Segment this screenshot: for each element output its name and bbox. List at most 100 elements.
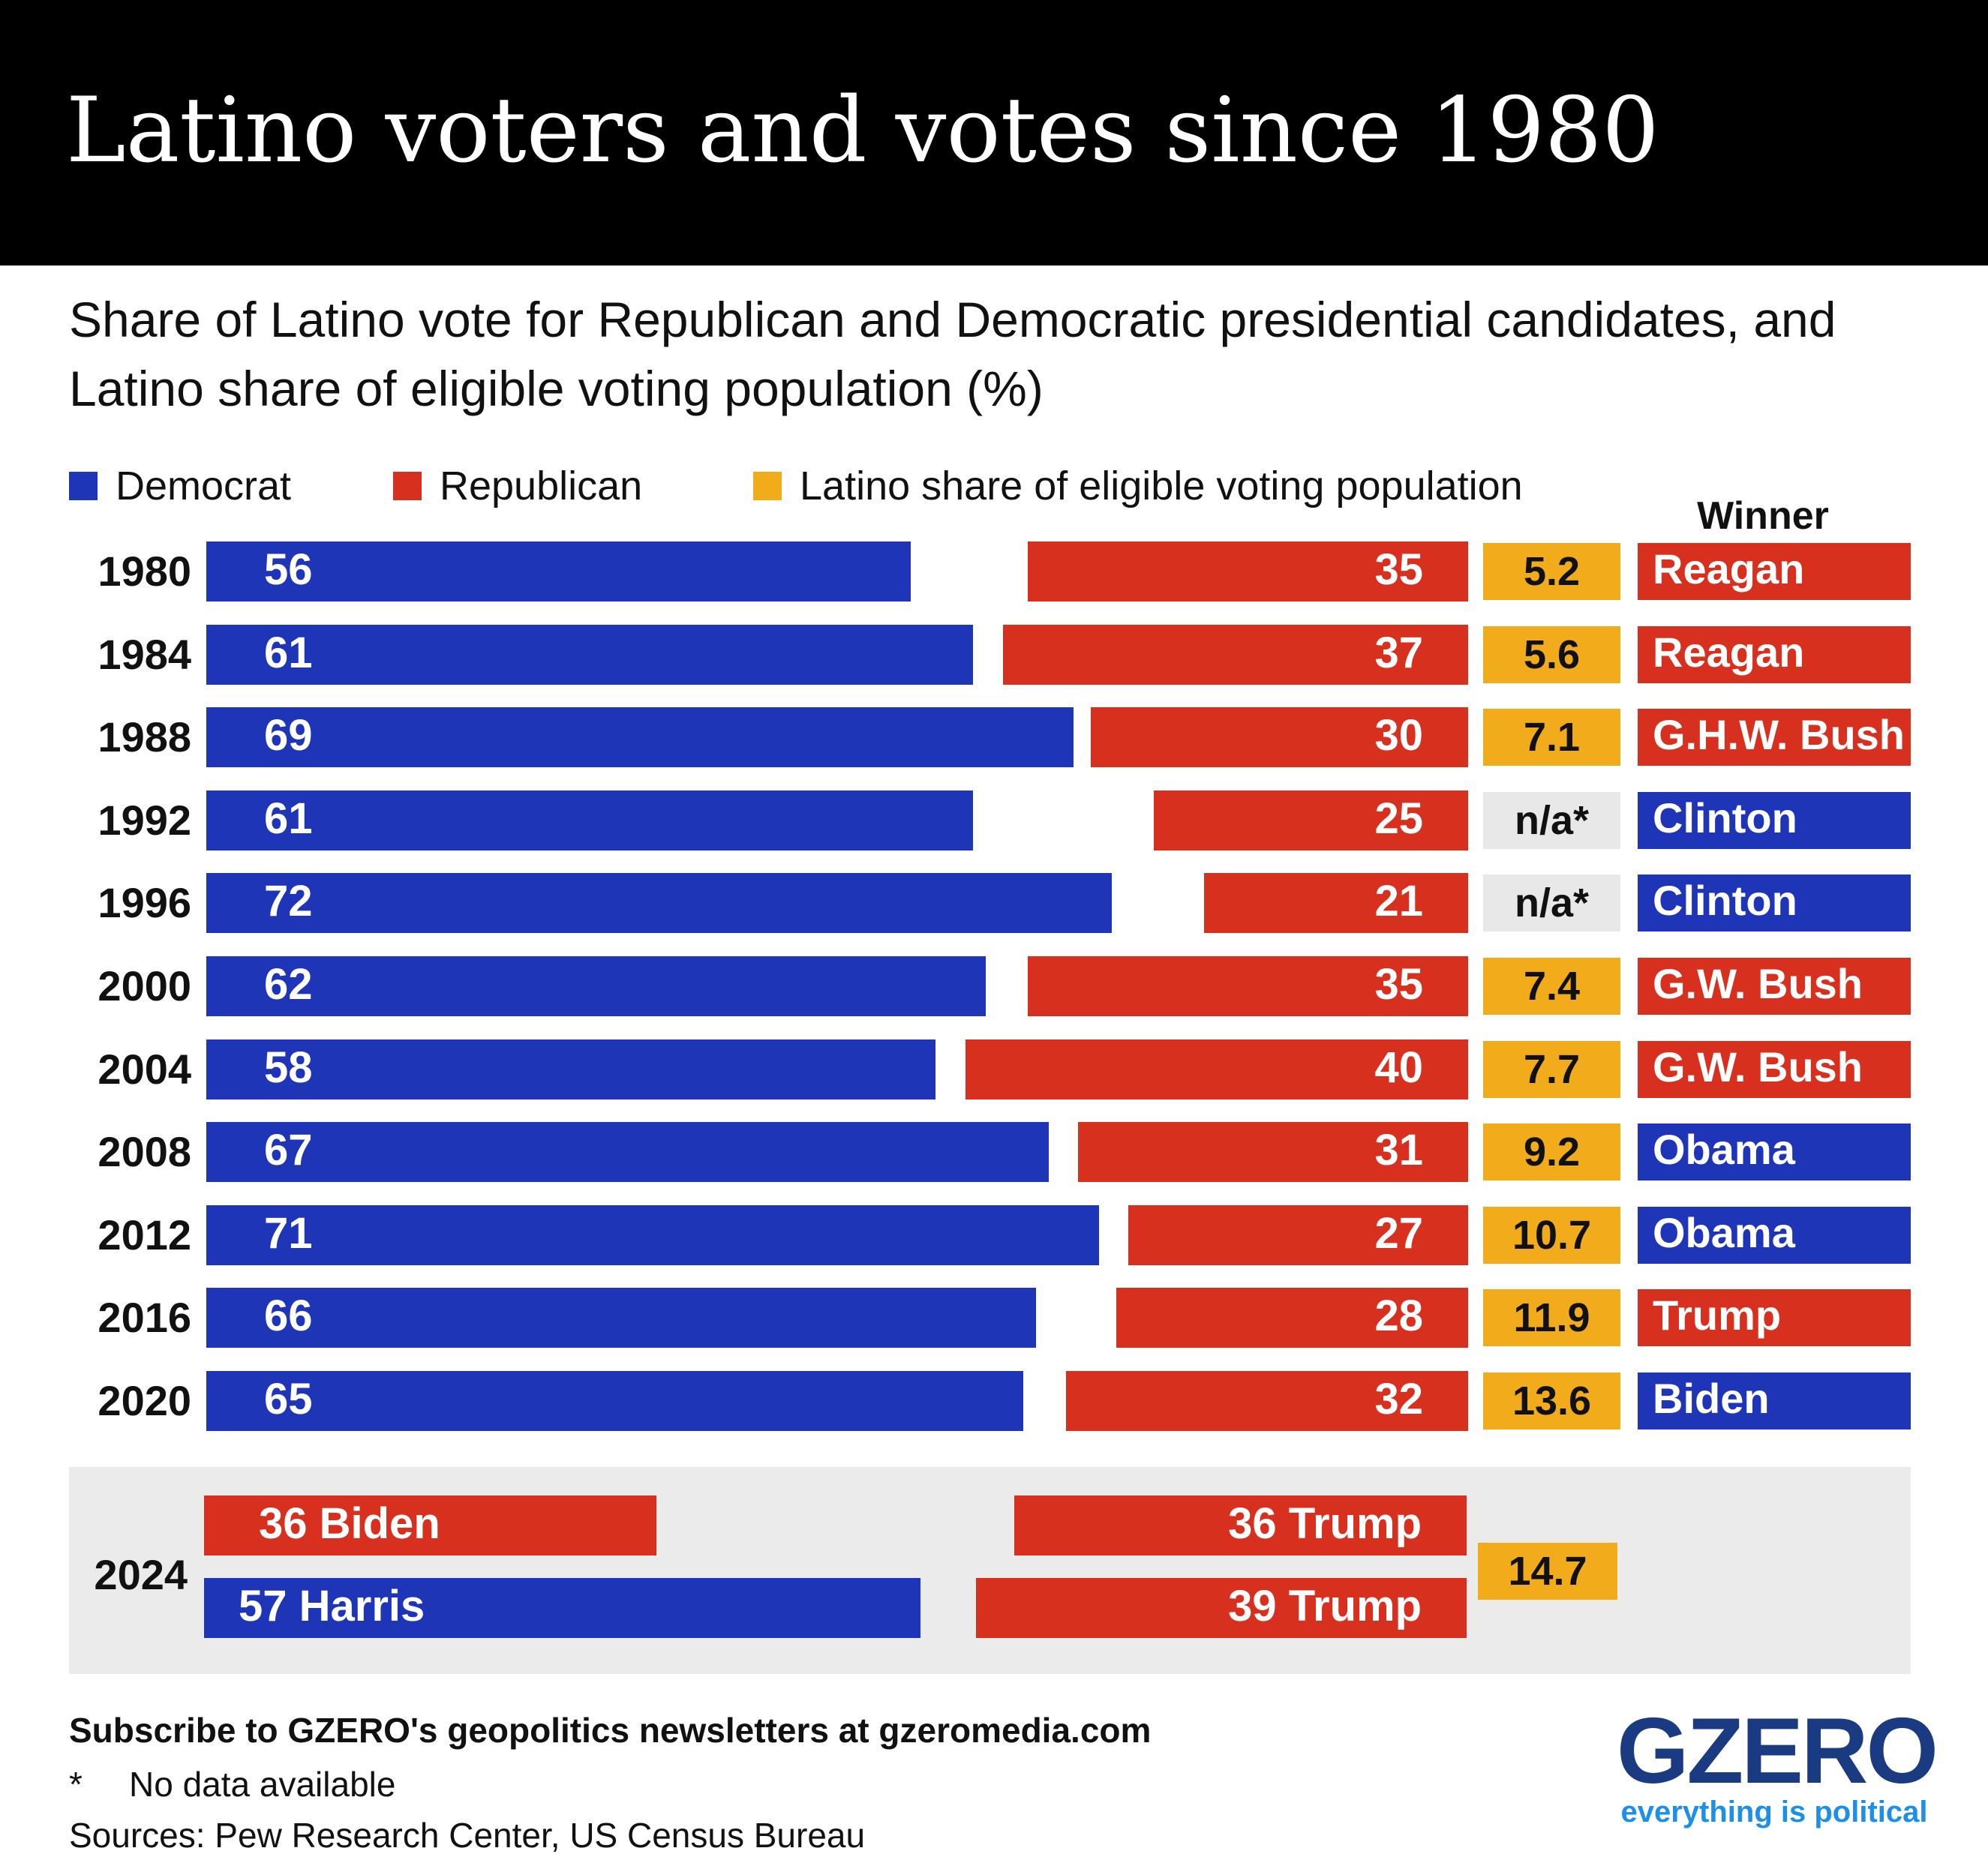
bar-label-2024-right: 39 Trump — [1228, 1582, 1422, 1630]
bar-republican — [1116, 1288, 1468, 1348]
bar-label-republican: 28 — [1374, 1292, 1423, 1341]
winner-box: Clinton — [1638, 874, 1911, 932]
bar-democrat — [206, 624, 974, 685]
winner-box: Trump — [1638, 1289, 1911, 1347]
bar-label-republican: 32 — [1374, 1375, 1423, 1424]
bar-republican — [1002, 624, 1468, 685]
winner-box: Reagan — [1638, 626, 1911, 683]
latino-share-box: n/a* — [1483, 791, 1620, 849]
bar-democrat — [206, 1204, 1099, 1265]
legend-item-latino-share: Latino share of eligible voting populati… — [753, 462, 1523, 510]
latino-share-box: 11.9 — [1483, 1289, 1620, 1347]
bar-republican — [1128, 1204, 1468, 1265]
year-label: 2000 — [98, 962, 191, 1010]
latino-share-box: 7.7 — [1483, 1040, 1620, 1098]
footer-sources: Sources: Pew Research Center, US Census … — [69, 1816, 866, 1855]
year-label: 2020 — [98, 1377, 191, 1424]
latino-share-box: 7.1 — [1483, 709, 1620, 766]
footer-note: * No data available — [69, 1764, 395, 1804]
bar-label-2024-right: 36 Trump — [1228, 1499, 1422, 1548]
bar-label-democrat: 65 — [264, 1375, 313, 1424]
gzero-logo-tagline: everything is political — [1620, 1796, 1928, 1828]
footer-note-mark: * — [69, 1765, 83, 1804]
bar-label-democrat: 66 — [264, 1292, 313, 1341]
chart-title: Latino voters and votes since 1980 — [66, 79, 1659, 183]
bar-label-democrat: 61 — [264, 628, 313, 677]
bar-democrat — [206, 542, 911, 602]
bar-label-2024-left: 36 Biden — [259, 1499, 440, 1548]
bar-label-republican: 27 — [1374, 1208, 1423, 1258]
bar-republican — [1204, 873, 1468, 934]
year-label: 1980 — [98, 548, 191, 595]
bar-label-democrat: 67 — [264, 1126, 313, 1175]
winner-box: G.W. Bush — [1638, 958, 1911, 1015]
gzero-logo-wordmark: GZERO — [1617, 1700, 1938, 1803]
chart-subtitle: Share of Latino vote for Republican and … — [69, 292, 1836, 416]
year-label-2024: 2024 — [94, 1551, 188, 1598]
bar-label-republican: 30 — [1374, 711, 1423, 760]
bar-democrat — [206, 873, 1112, 934]
bar-label-democrat: 72 — [264, 877, 313, 926]
latino-share-box-2024: 14.7 — [1478, 1543, 1617, 1600]
winner-box: Biden — [1638, 1372, 1911, 1430]
year-label: 2012 — [98, 1210, 191, 1258]
bar-label-republican: 40 — [1374, 1042, 1423, 1092]
bar-democrat — [206, 1039, 936, 1100]
bar-republican — [1154, 790, 1468, 850]
year-label: 1996 — [98, 879, 191, 927]
bar-label-democrat: 62 — [264, 960, 313, 1009]
bar-label-republican: 35 — [1374, 545, 1423, 594]
bar-label-republican: 21 — [1374, 877, 1423, 926]
bar-label-republican: 35 — [1374, 960, 1423, 1009]
bar-label-democrat: 56 — [264, 545, 313, 594]
title-banner: Latino voters and votes since 1980 — [0, 0, 1988, 266]
winner-box: Reagan — [1638, 543, 1911, 600]
bar-republican — [1078, 1122, 1468, 1183]
year-label: 2016 — [98, 1294, 191, 1342]
footer-subscribe-text: Subscribe to GZERO's geopolitics newslet… — [69, 1711, 1152, 1750]
bar-democrat — [206, 956, 986, 1016]
latino-share-box: 10.7 — [1483, 1206, 1620, 1264]
legend-label-republican: Republican — [440, 464, 643, 508]
bar-2024-left — [204, 1578, 921, 1638]
year-label: 2004 — [98, 1045, 191, 1093]
latino-share-box: 5.2 — [1483, 543, 1620, 600]
bar-2024-right — [976, 1578, 1467, 1638]
year-label: 2008 — [98, 1128, 191, 1176]
latino-share-box: n/a* — [1483, 874, 1620, 932]
bar-label-republican: 25 — [1374, 794, 1423, 843]
bar-label-democrat: 69 — [264, 711, 313, 760]
winner-box: Obama — [1638, 1206, 1911, 1264]
winner-box: Obama — [1638, 1124, 1911, 1181]
gzero-logo: GZERO everything is political — [1617, 1700, 1938, 1830]
winner-column-header: Winner — [1697, 494, 1829, 538]
footer-note-text: No data available — [129, 1765, 396, 1804]
bar-democrat — [206, 1288, 1037, 1348]
bar-democrat — [206, 707, 1074, 768]
latino-share-box: 5.6 — [1483, 626, 1620, 683]
bar-label-republican: 37 — [1374, 628, 1423, 677]
bar-republican — [1028, 956, 1468, 1016]
bar-2024-left — [204, 1496, 657, 1556]
latino-share-box: 9.2 — [1483, 1124, 1620, 1181]
winner-box: Clinton — [1638, 791, 1911, 849]
legend-item-democrat: Democrat — [69, 462, 291, 510]
bar-republican — [965, 1039, 1468, 1100]
legend-label-democrat: Democrat — [116, 464, 292, 508]
latino-share-box: 13.6 — [1483, 1372, 1620, 1430]
legend-swatch-democrat — [69, 472, 98, 500]
bar-democrat — [206, 1122, 1049, 1183]
legend-label-latino-share: Latino share of eligible voting populati… — [800, 464, 1523, 508]
latino-share-box: 7.4 — [1483, 958, 1620, 1015]
bar-label-2024-left: 57 Harris — [239, 1582, 425, 1630]
bar-label-democrat: 58 — [264, 1042, 313, 1092]
bar-democrat — [206, 1371, 1024, 1431]
bar-republican — [1028, 542, 1468, 602]
legend: Democrat Republican Latino share of elig… — [69, 462, 1794, 510]
winner-box: G.W. Bush — [1638, 1040, 1911, 1098]
year-label: 1984 — [98, 630, 191, 678]
bar-republican — [1065, 1371, 1468, 1431]
winner-box: G.H.W. Bush — [1638, 709, 1911, 766]
bar-label-democrat: 71 — [264, 1208, 313, 1258]
